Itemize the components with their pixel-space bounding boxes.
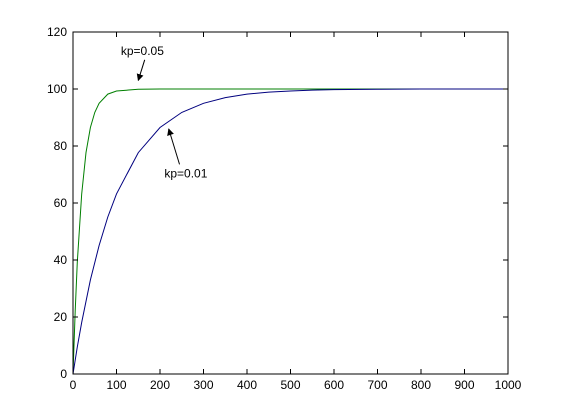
y-tick-label: 120 (47, 25, 67, 39)
x-tick-label: 400 (237, 378, 257, 392)
x-tick-label: 900 (454, 378, 474, 392)
x-tick-label: 500 (280, 378, 300, 392)
x-tick-label: 300 (193, 378, 213, 392)
x-tick-label: 1000 (495, 378, 522, 392)
y-tick-label: 100 (47, 82, 67, 96)
x-axis: 0 100 200 300 400 500 600 700 800 900 1000 (70, 32, 522, 392)
y-tick-label: 0 (60, 367, 67, 381)
x-tick-label: 100 (106, 378, 126, 392)
annotation-arrow-1 (167, 128, 181, 165)
x-tick-label: 700 (367, 378, 387, 392)
y-tick-label: 80 (54, 139, 68, 153)
series-line-1 (72, 88, 508, 375)
x-tick-label: 600 (324, 378, 344, 392)
annotation-arrow-0 (136, 59, 146, 82)
x-tick-label: 800 (411, 378, 431, 392)
annotation-label-0: kp=0.05 (121, 44, 164, 58)
annotations: kp=0.05 kp=0.01 (121, 44, 208, 181)
y-tick-label: 60 (54, 196, 68, 210)
y-axis: 0 20 40 60 80 100 120 (47, 25, 508, 381)
annotation-label-1: kp=0.01 (164, 166, 207, 180)
series-layer (72, 88, 508, 375)
x-tick-label: 0 (70, 378, 77, 392)
plot-area (73, 32, 508, 374)
y-tick-label: 40 (54, 253, 68, 267)
y-tick-label: 20 (54, 310, 68, 324)
x-tick-label: 200 (150, 378, 170, 392)
